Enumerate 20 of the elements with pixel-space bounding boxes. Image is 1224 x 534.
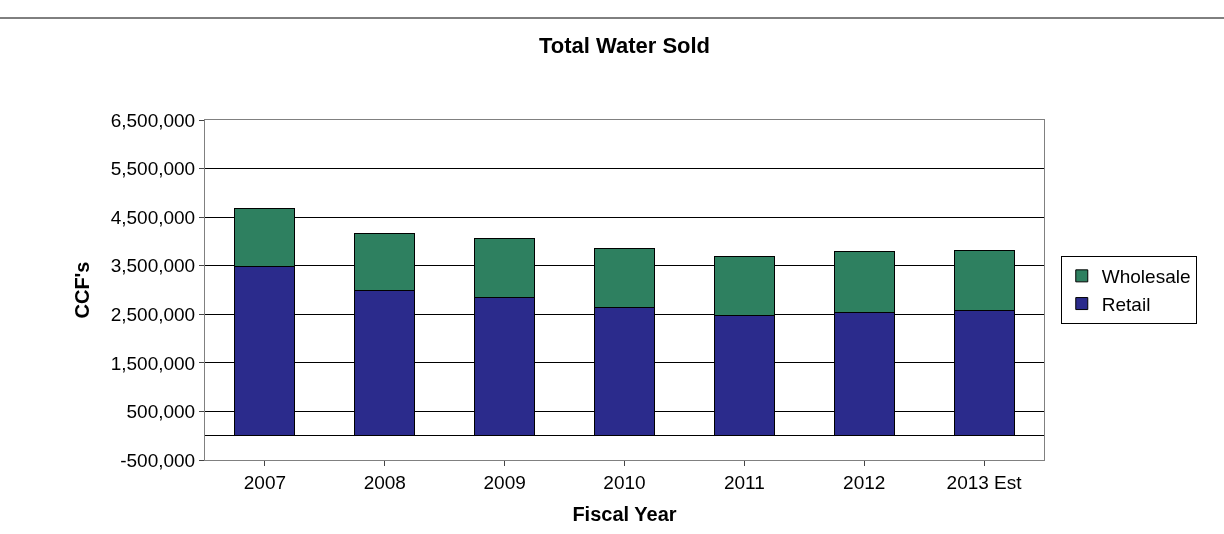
y-tick-label: 500,000: [126, 401, 196, 423]
y-tick-label: 5,500,000: [110, 158, 196, 180]
y-tick-label: 4,500,000: [110, 206, 196, 228]
y-axis-title: CCF's: [71, 261, 94, 319]
y-tick-label: 3,500,000: [110, 255, 196, 277]
x-axis-title: Fiscal Year: [572, 503, 677, 526]
x-tick-label: 2010: [603, 471, 646, 493]
x-tick-label: 2013 Est: [946, 471, 1023, 493]
x-tick-label: 2008: [363, 471, 406, 493]
legend-label: Wholesale: [1101, 266, 1191, 288]
x-tick-label: 2012: [843, 471, 886, 493]
y-tick-label: 1,500,000: [110, 352, 196, 374]
x-tick-label: 2009: [483, 471, 526, 493]
y-tick-label: 6,500,000: [110, 109, 196, 131]
y-tick-label: 2,500,000: [110, 303, 196, 325]
legend-label: Retail: [1101, 293, 1151, 315]
x-tick-label: 2011: [723, 471, 765, 493]
x-tick-label: 2007: [243, 471, 287, 493]
y-tick-label: -500,000: [120, 449, 196, 471]
chart-title: Total Water Sold: [538, 32, 711, 58]
